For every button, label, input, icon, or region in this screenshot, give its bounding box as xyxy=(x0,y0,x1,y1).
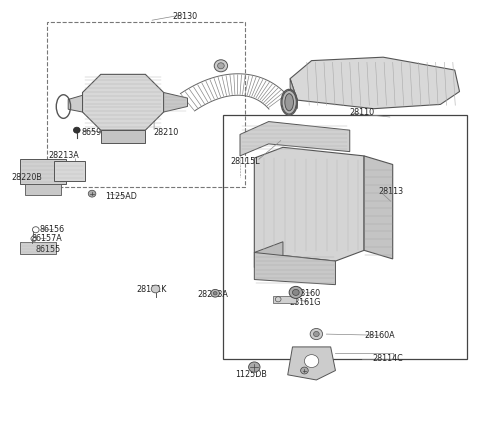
Circle shape xyxy=(88,190,96,197)
Text: 86157A: 86157A xyxy=(32,234,63,243)
Circle shape xyxy=(289,286,302,299)
Circle shape xyxy=(292,289,299,295)
Text: 28115L: 28115L xyxy=(230,156,260,165)
Polygon shape xyxy=(254,242,283,267)
Text: 28130: 28130 xyxy=(172,12,198,21)
Polygon shape xyxy=(288,347,336,380)
Text: 86593D: 86593D xyxy=(82,128,113,137)
Text: 28161G: 28161G xyxy=(289,298,321,307)
Circle shape xyxy=(304,355,319,368)
Text: 28114C: 28114C xyxy=(372,354,403,363)
Polygon shape xyxy=(68,95,83,112)
Circle shape xyxy=(214,60,228,72)
Text: 28210: 28210 xyxy=(153,128,179,137)
Bar xyxy=(54,162,85,181)
Text: 28213A: 28213A xyxy=(48,151,79,160)
Text: 1125DB: 1125DB xyxy=(235,370,267,379)
Circle shape xyxy=(310,328,323,340)
Polygon shape xyxy=(25,184,61,194)
Circle shape xyxy=(313,331,319,337)
Circle shape xyxy=(213,292,217,295)
Polygon shape xyxy=(101,130,145,143)
Ellipse shape xyxy=(282,90,296,114)
Polygon shape xyxy=(290,79,297,109)
Bar xyxy=(47,22,245,187)
Text: 28113: 28113 xyxy=(378,187,404,196)
Polygon shape xyxy=(240,121,350,156)
Polygon shape xyxy=(364,156,393,259)
Polygon shape xyxy=(254,147,364,261)
Polygon shape xyxy=(164,92,188,112)
Text: 1125AD: 1125AD xyxy=(106,192,137,201)
Bar xyxy=(21,242,56,254)
Text: 86156: 86156 xyxy=(39,225,65,234)
Circle shape xyxy=(211,289,219,297)
Text: 28160: 28160 xyxy=(295,289,320,298)
Polygon shape xyxy=(21,159,66,184)
Polygon shape xyxy=(290,57,459,109)
Circle shape xyxy=(217,63,224,69)
Text: 28171K: 28171K xyxy=(136,285,167,294)
Text: 86155: 86155 xyxy=(36,245,61,254)
Text: 28110: 28110 xyxy=(350,108,375,118)
Text: 28223A: 28223A xyxy=(197,289,228,299)
Text: 28160A: 28160A xyxy=(364,331,395,340)
Polygon shape xyxy=(254,252,336,285)
Bar xyxy=(223,115,467,359)
Circle shape xyxy=(300,367,308,374)
Polygon shape xyxy=(83,74,164,130)
Bar xyxy=(274,296,296,303)
Circle shape xyxy=(249,362,260,372)
Circle shape xyxy=(151,285,160,293)
Text: 28220B: 28220B xyxy=(11,173,42,182)
Ellipse shape xyxy=(285,94,293,111)
Circle shape xyxy=(73,127,80,133)
